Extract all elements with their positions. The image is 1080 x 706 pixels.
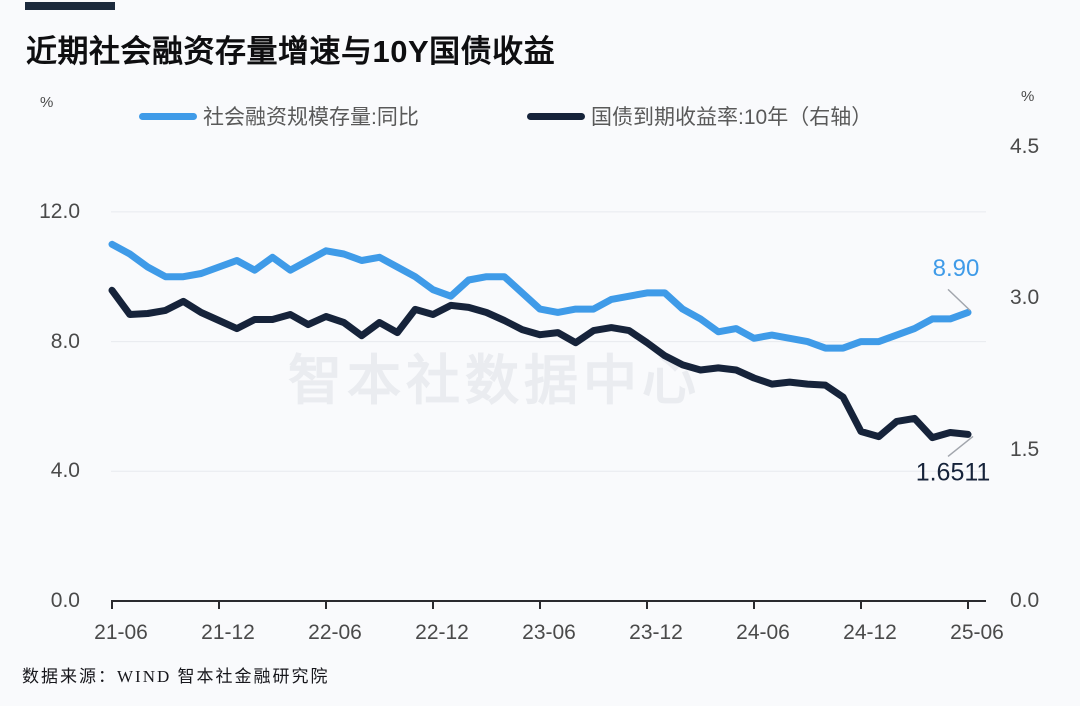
right-axis-unit: % <box>1021 88 1035 105</box>
annotation-leader-line <box>947 288 971 311</box>
legend-item-social-financing: 社会融资规模存量:同比 <box>139 102 419 130</box>
series-line-1 <box>108 286 972 442</box>
watermark: 智本社数据中心 <box>288 351 701 411</box>
legend-label-social-financing: 社会融资规模存量:同比 <box>203 106 419 129</box>
legend-label-bond-yield: 国债到期收益率:10年（右轴） <box>591 106 873 129</box>
legend-line-dark-icon <box>527 112 585 120</box>
annotation-leader-line <box>947 435 974 458</box>
left-axis-unit: % <box>40 94 54 111</box>
series-line-0 <box>108 240 972 352</box>
legend-item-bond-yield: 国债到期收益率:10年（右轴） <box>527 102 872 130</box>
legend-line-blue-icon <box>139 112 197 120</box>
chart-title: 近期社会融资存量增速与10Y国债收益 <box>26 34 556 69</box>
title-accent-bar <box>25 2 115 10</box>
data-source: 数据来源：WIND 智本社金融研究院 <box>22 667 330 686</box>
